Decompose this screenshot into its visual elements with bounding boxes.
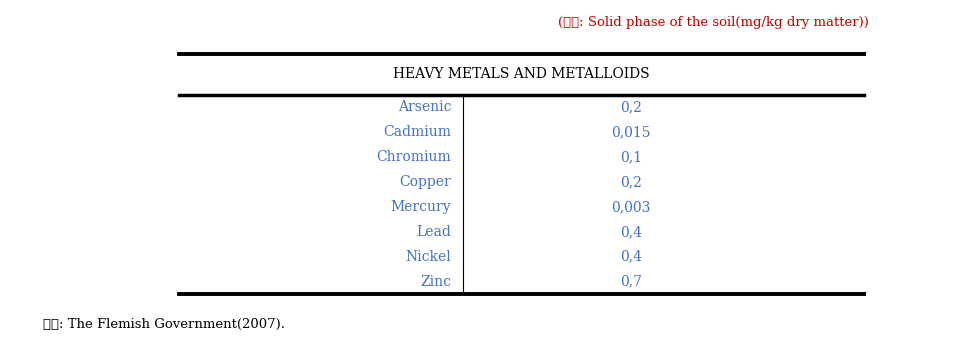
Text: Nickel: Nickel — [405, 250, 452, 264]
Text: Zinc: Zinc — [421, 275, 452, 288]
Text: Arsenic: Arsenic — [398, 101, 452, 114]
Text: 0,003: 0,003 — [612, 200, 650, 214]
Text: Chromium: Chromium — [376, 150, 452, 164]
Text: 0,7: 0,7 — [620, 275, 642, 288]
Text: Lead: Lead — [417, 225, 452, 239]
Text: 0,4: 0,4 — [620, 250, 642, 264]
Text: HEAVY METALS AND METALLOIDS: HEAVY METALS AND METALLOIDS — [393, 67, 649, 81]
Text: 0,2: 0,2 — [620, 175, 642, 189]
Text: 0,4: 0,4 — [620, 225, 642, 239]
Text: 0,1: 0,1 — [620, 150, 642, 164]
Text: 자료: The Flemish Government(2007).: 자료: The Flemish Government(2007). — [43, 318, 286, 331]
Text: Copper: Copper — [400, 175, 452, 189]
Text: 0,2: 0,2 — [620, 101, 642, 114]
Text: 0,015: 0,015 — [612, 125, 651, 139]
Text: Cadmium: Cadmium — [383, 125, 452, 139]
Text: Mercury: Mercury — [391, 200, 452, 214]
Text: (단위: Solid phase of the soil(mg/kg dry matter)): (단위: Solid phase of the soil(mg/kg dry m… — [558, 16, 868, 29]
